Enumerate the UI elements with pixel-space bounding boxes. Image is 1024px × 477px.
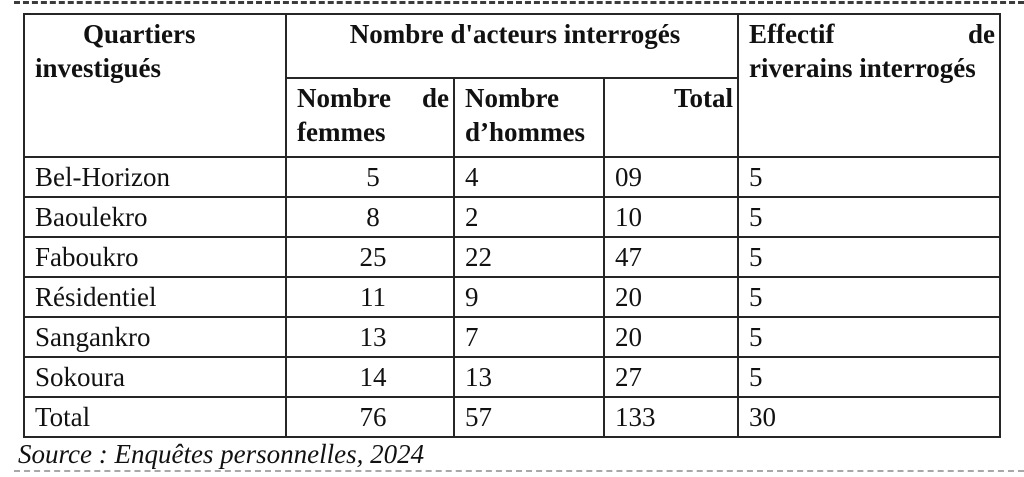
header-effectif-line1: Effectif de [749,17,995,51]
table-row: Faboukro 25 22 47 5 [23,236,1002,278]
cell-riverains: 5 [737,236,1002,278]
header-hommes: Nombre d’hommes [453,77,605,158]
cell-femmes: 11 [285,276,455,318]
cell-quartier: Sangankro [23,316,287,358]
header-group-acteurs: Nombre d'acteurs interrogés [284,13,740,79]
header-quartiers: Quartiers investigués [23,13,287,158]
table-row: Baoulekro 8 2 10 5 [23,196,1002,238]
cell-quartier: Sokoura [23,356,287,398]
cell-total: 27 [602,356,740,398]
cell-total: 47 [602,236,740,278]
top-boundary-dashed-line [14,1,1024,4]
cell-hommes: 2 [453,196,605,238]
cell-hommes: 7 [453,316,605,358]
cell-femmes: 5 [285,156,455,198]
header-effectif-word1: Effectif [749,19,835,49]
bottom-boundary-dashed-line [14,470,1024,472]
cell-femmes: 25 [285,236,455,278]
cell-quartier: Baoulekro [23,196,287,238]
cell-total: 20 [602,276,740,318]
header-femmes-line2: femmes [297,117,386,147]
header-femmes: Nombre de femmes [285,77,455,158]
header-effectif-word2: de [968,19,996,49]
cell-femmes: 13 [285,316,455,358]
table-row: Résidentiel 11 9 20 5 [23,276,1002,318]
header-femmes-word1: Nombre [297,83,391,113]
header-quartiers-line1: Quartiers [83,19,196,49]
cell-femmes: 8 [285,196,455,238]
table-row: Sangankro 13 7 20 5 [23,316,1002,358]
survey-table: Quartiers investigués Nombre d'acteurs i… [23,13,1002,438]
header-row-sub: Nombre de femmes Nombre d’hommes Total [24,77,1000,158]
source-note: Source : Enquêtes personnelles, 2024 [18,439,425,469]
header-hommes-line1: Nombre [465,83,559,113]
cell-hommes: 13 [453,356,605,398]
cell-riverains: 5 [737,196,1002,238]
table-row-total: Total 76 57 133 30 [23,396,1002,438]
cell-riverains: 30 [737,396,1002,438]
header-effectif: Effectif de riverains interrogés [737,13,1002,158]
cell-femmes: 76 [285,396,455,438]
cell-quartier: Bel-Horizon [23,156,287,198]
cell-total: 133 [602,396,740,438]
cell-quartier: Total [23,396,287,438]
header-femmes-line1: Nombre de [297,81,449,115]
cell-total: 10 [602,196,740,238]
cell-riverains: 5 [737,156,1002,198]
cell-hommes: 9 [453,276,605,318]
cell-quartier: Résidentiel [23,276,287,318]
header-hommes-line2: d’hommes [465,117,585,147]
cell-femmes: 14 [285,356,455,398]
header-effectif-line2: riverains interrogés [749,53,976,83]
cell-total: 20 [602,316,740,358]
header-femmes-word2: de [422,83,449,113]
table-row: Bel-Horizon 5 4 09 5 [23,156,1002,198]
cell-hommes: 22 [453,236,605,278]
cell-riverains: 5 [737,276,1002,318]
cell-riverains: 5 [737,316,1002,358]
cell-quartier: Faboukro [23,236,287,278]
cell-riverains: 5 [737,356,1002,398]
header-quartiers-line2: investigués [35,53,162,83]
header-row-group: Quartiers investigués Nombre d'acteurs i… [23,13,1002,158]
cell-hommes: 57 [453,396,605,438]
cell-total: 09 [602,156,740,198]
table-row: Sokoura 14 13 27 5 [23,356,1002,398]
header-total: Total [602,77,740,158]
cell-hommes: 4 [453,156,605,198]
